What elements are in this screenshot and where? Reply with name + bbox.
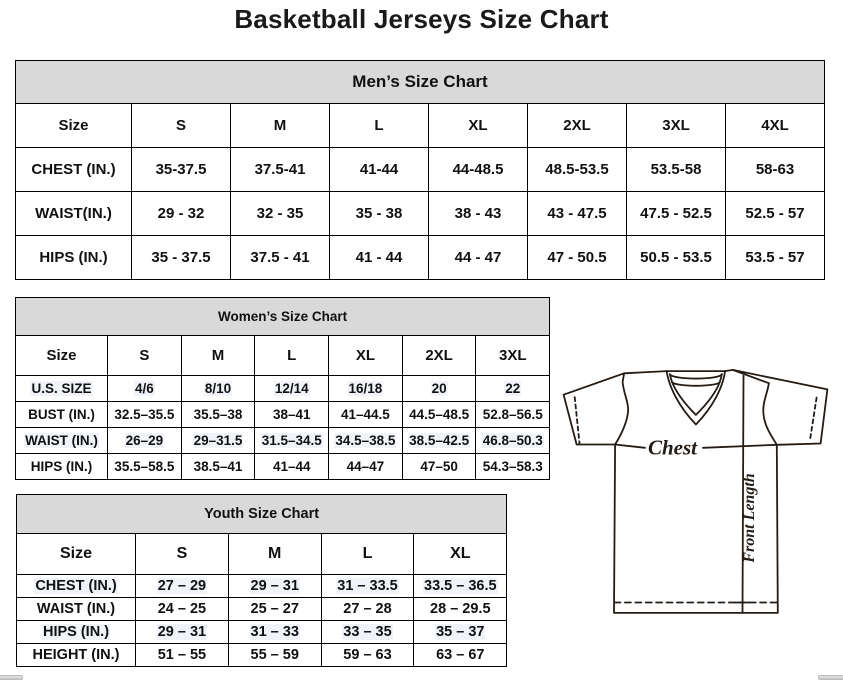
svg-text:Front Length: Front Length — [741, 473, 758, 563]
svg-text:Chest: Chest — [648, 436, 698, 460]
